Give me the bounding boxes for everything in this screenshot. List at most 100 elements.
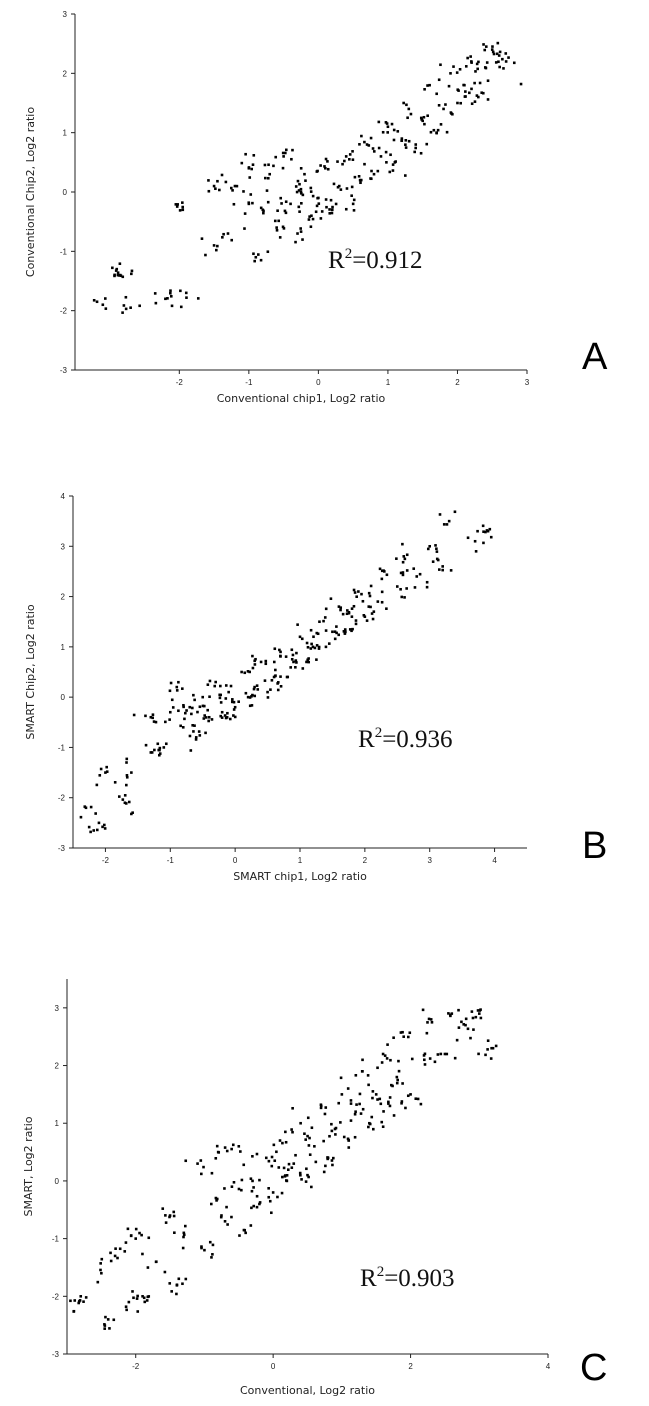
data-point [496,41,500,45]
data-point [350,629,353,633]
data-point [179,305,183,309]
data-point [232,714,235,717]
data-point [339,606,343,609]
data-point [116,1256,119,1260]
data-point [390,122,394,126]
data-point [324,198,328,201]
data-point [473,100,477,103]
data-point [314,1160,318,1164]
data-point [204,253,207,257]
data-point [170,698,174,702]
data-point [166,297,169,300]
y-axis-title: Conventional Chip2, Log2 ratio [24,107,37,277]
r-squared-base: R [328,247,345,274]
data-point [208,695,211,699]
x-tick-label: 2 [363,856,368,865]
data-point [298,635,302,639]
data-point [370,1115,374,1119]
data-point [127,1300,131,1304]
data-point [111,266,114,270]
data-point [369,136,373,140]
data-point [308,1153,312,1156]
data-point [286,675,290,679]
data-point [405,553,409,557]
data-point [294,665,297,669]
data-point [471,1016,475,1020]
data-point [182,1235,185,1239]
data-point [426,114,429,118]
r-squared-annotation: R2=0.903 [360,1264,455,1292]
data-point [473,81,476,85]
data-point [416,1097,420,1101]
data-point [204,731,207,735]
y-tick-label: -3 [60,366,68,375]
data-point [104,297,107,300]
data-point [273,647,277,651]
data-point [326,167,330,171]
data-point [290,1128,293,1131]
y-tick-label: -1 [58,743,66,752]
data-point [324,629,328,632]
data-point [95,783,99,787]
data-point [258,1178,261,1182]
data-point [218,188,221,192]
data-point [344,155,348,158]
data-point [387,1100,390,1104]
data-point [401,542,404,546]
data-point [204,716,208,719]
data-point [89,830,92,834]
data-point [298,182,301,186]
data-point [243,1228,247,1232]
data-point [359,181,362,185]
data-point [246,670,250,673]
data-point [377,120,381,124]
data-point [352,198,356,202]
data-point [389,153,392,157]
data-point [299,230,303,233]
data-point [141,1295,144,1298]
data-point [200,237,204,240]
data-point [425,580,429,584]
data-point [249,193,253,196]
x-tick-label: -2 [102,856,110,865]
data-point [357,590,360,593]
data-point [319,1106,323,1110]
data-point [181,726,185,729]
data-point [191,723,194,727]
data-point [266,250,270,254]
data-point [404,1106,407,1110]
data-point [290,157,293,161]
data-point [475,94,479,97]
data-point [359,1112,363,1115]
data-point [266,200,270,204]
data-point [232,708,236,711]
data-point [130,269,134,273]
data-point [437,78,441,82]
data-point [324,166,327,170]
data-point [198,705,202,709]
data-point [210,1171,214,1175]
data-point [218,696,222,700]
data-point [464,90,467,93]
data-point [113,781,117,784]
data-point [277,1166,281,1169]
data-point [323,1112,327,1116]
data-point [380,590,384,594]
data-point [150,751,154,754]
data-point [202,1165,205,1169]
data-point [330,211,334,215]
data-point [291,653,295,657]
data-point [147,1236,151,1240]
data-point [337,605,341,608]
data-point [498,50,502,54]
data-point [382,1110,385,1113]
data-point [299,187,303,191]
data-point [184,1224,187,1228]
data-points [92,41,523,314]
data-point [179,724,182,728]
data-point [438,513,442,516]
data-point [172,1214,176,1218]
data-point [214,1196,218,1200]
data-point [294,1153,297,1157]
data-point [445,523,449,526]
